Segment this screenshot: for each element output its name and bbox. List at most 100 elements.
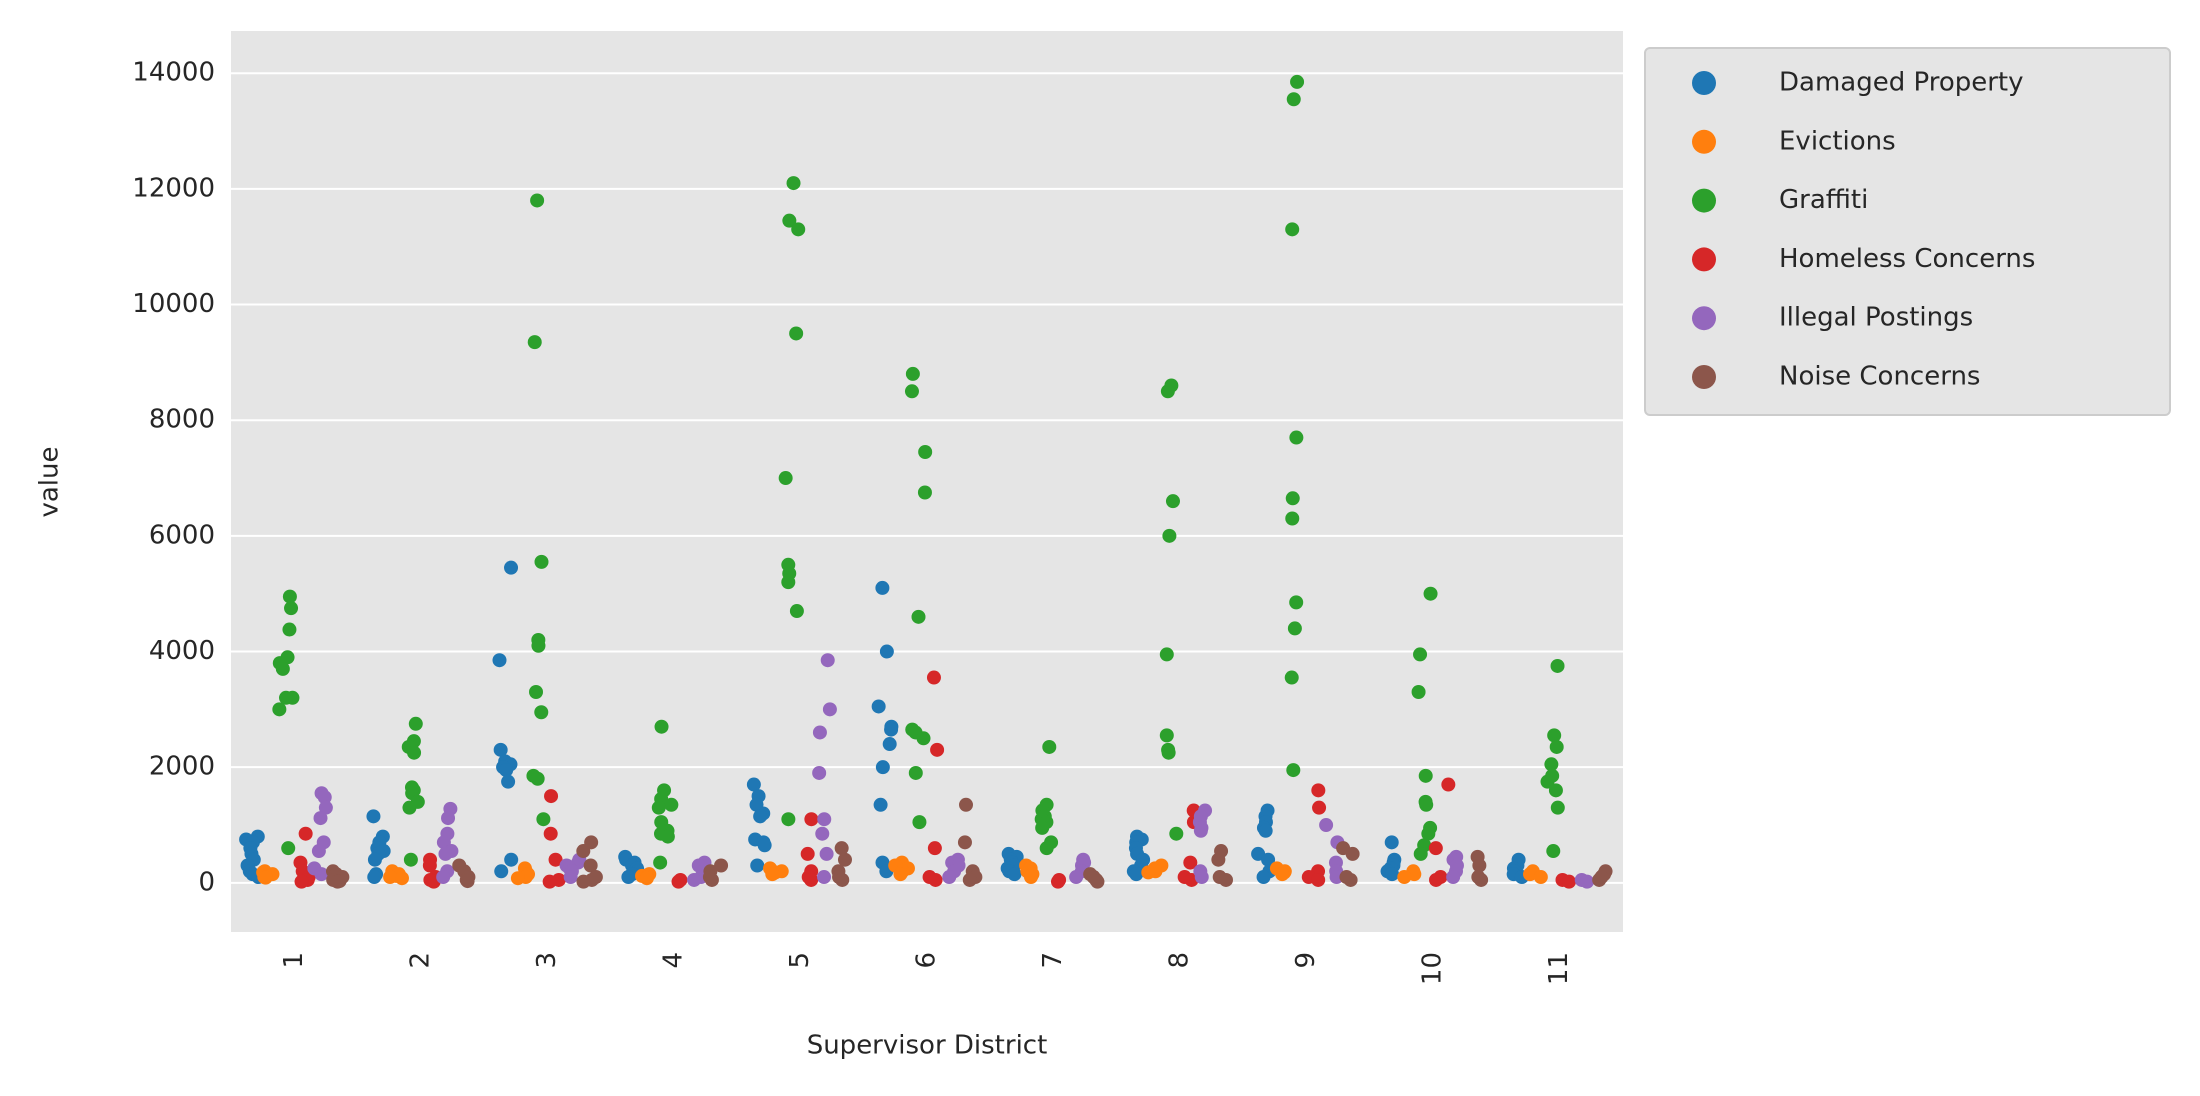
- point: [873, 797, 888, 812]
- point: [1165, 494, 1180, 509]
- point: [275, 661, 290, 676]
- point: [527, 335, 542, 350]
- point: [835, 872, 850, 887]
- point: [534, 554, 549, 569]
- point: [1592, 872, 1607, 887]
- point: [403, 852, 418, 867]
- point: [501, 774, 516, 789]
- point: [1540, 774, 1555, 789]
- y-tick-label: 4000: [149, 636, 215, 666]
- point: [664, 797, 679, 812]
- point: [1580, 874, 1595, 889]
- point: [531, 638, 546, 653]
- point: [1162, 528, 1177, 543]
- point: [746, 777, 761, 792]
- point: [1446, 870, 1461, 885]
- point: [1547, 728, 1562, 743]
- point: [1159, 647, 1174, 662]
- point: [1275, 867, 1290, 882]
- x-tick-label: 7: [1038, 952, 1068, 969]
- point: [1549, 739, 1564, 754]
- point: [1413, 647, 1428, 662]
- x-tick-label: 8: [1165, 952, 1195, 969]
- grid: [231, 72, 1623, 884]
- point: [1285, 511, 1300, 526]
- point: [367, 870, 382, 885]
- y-tick-label: 6000: [149, 520, 215, 550]
- point: [1069, 870, 1084, 885]
- point: [1418, 768, 1433, 783]
- legend-marker: [1692, 306, 1716, 331]
- legend-marker: [1692, 188, 1716, 213]
- point: [1258, 823, 1273, 838]
- point: [957, 835, 972, 850]
- point: [318, 800, 333, 815]
- legend-label: Noise Concerns: [1779, 362, 1980, 392]
- point: [1474, 872, 1489, 887]
- point: [1523, 867, 1538, 882]
- point: [1290, 74, 1305, 89]
- point: [530, 771, 545, 786]
- point: [917, 485, 932, 500]
- point: [1411, 685, 1426, 700]
- point: [438, 846, 453, 861]
- point: [812, 725, 827, 740]
- point: [1343, 872, 1358, 887]
- point: [313, 811, 328, 826]
- point: [367, 852, 382, 867]
- point: [1441, 777, 1456, 792]
- x-tick-label: 5: [785, 952, 815, 969]
- point: [504, 560, 519, 575]
- point: [782, 213, 797, 228]
- point: [1544, 757, 1559, 772]
- point: [1289, 430, 1304, 445]
- y-tick-label: 2000: [149, 752, 215, 782]
- point: [1194, 870, 1209, 885]
- x-tick-label: 3: [532, 952, 562, 969]
- point: [583, 858, 598, 873]
- point: [812, 765, 827, 780]
- point: [653, 855, 668, 870]
- point: [1050, 874, 1065, 889]
- point: [1311, 872, 1326, 887]
- point: [804, 812, 819, 827]
- point: [281, 841, 296, 856]
- point: [407, 745, 422, 760]
- point: [930, 742, 945, 757]
- x-tick-label: 6: [912, 952, 942, 969]
- point: [1161, 745, 1176, 760]
- point: [687, 872, 702, 887]
- point: [314, 867, 329, 882]
- point: [651, 800, 666, 815]
- point: [882, 737, 897, 752]
- legend-label: Graffiti: [1779, 185, 1868, 215]
- point: [494, 864, 509, 879]
- point: [928, 872, 943, 887]
- point: [800, 846, 815, 861]
- point: [563, 870, 578, 885]
- point: [1183, 855, 1198, 870]
- point: [1169, 826, 1184, 841]
- point: [1286, 92, 1301, 107]
- y-tick-label: 8000: [149, 405, 215, 435]
- point: [884, 722, 899, 737]
- point: [815, 826, 830, 841]
- point: [817, 812, 832, 827]
- point: [1311, 783, 1326, 798]
- point: [1533, 870, 1548, 885]
- point: [1312, 800, 1327, 815]
- point: [1345, 846, 1360, 861]
- point: [1562, 874, 1577, 889]
- point: [542, 874, 557, 889]
- y-tick-label: 12000: [132, 173, 215, 203]
- point: [1421, 826, 1436, 841]
- point: [875, 760, 890, 775]
- point: [1428, 841, 1443, 856]
- x-tick-label: 1: [279, 952, 309, 969]
- point: [576, 844, 591, 859]
- point: [1129, 867, 1144, 882]
- point: [789, 604, 804, 619]
- legend-marker: [1692, 247, 1716, 272]
- point: [1319, 818, 1334, 833]
- legend-marker: [1692, 129, 1716, 154]
